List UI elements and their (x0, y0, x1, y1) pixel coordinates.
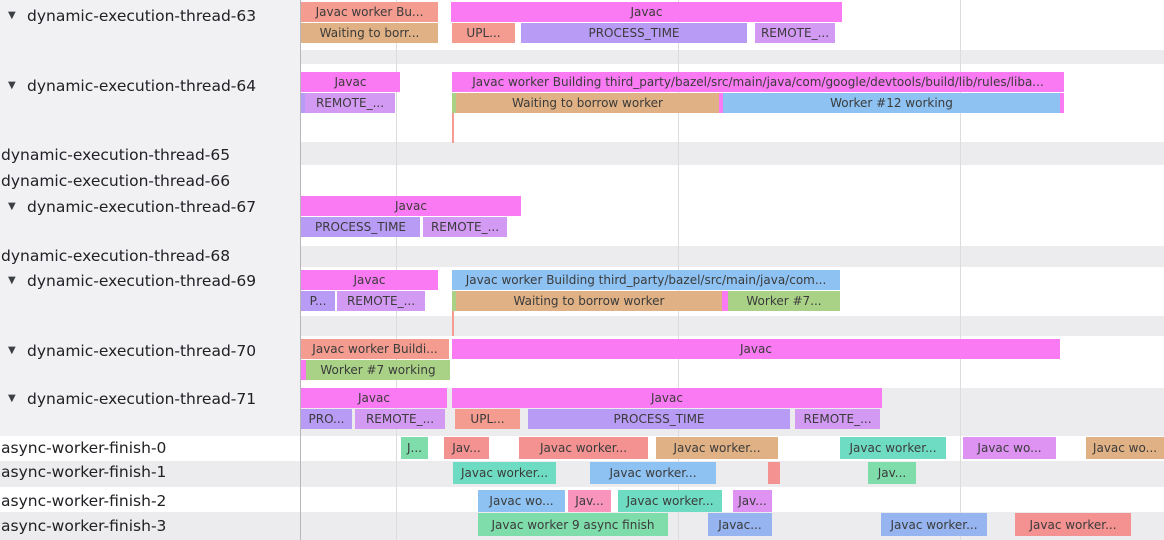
timeline-event-bar[interactable] (768, 462, 780, 484)
timeline-event-bar[interactable]: Javac worker... (519, 437, 648, 459)
thread-name: async-worker-finish-0 (1, 439, 167, 457)
timeline-event-bar[interactable]: Javac worker Building third_party/bazel/… (452, 72, 1064, 92)
timeline-event-bar[interactable] (301, 360, 306, 380)
timeline-event-bar[interactable]: PROCESS_TIME (301, 217, 420, 237)
thread-row-label[interactable]: dynamic-execution-thread-65 (0, 145, 298, 165)
timeline-event-bar[interactable]: Waiting to borrow worker (456, 291, 722, 311)
timeline-event-bar[interactable]: REMOTE_... (423, 217, 507, 237)
collapse-triangle-icon[interactable]: ▼ (8, 345, 16, 356)
row-stripe (0, 461, 1164, 487)
timeline-event-bar[interactable]: Jav... (868, 462, 916, 484)
timeline-event-bar[interactable]: Javac worker 9 async finish (478, 513, 668, 536)
timeline-event-bar[interactable]: Javac wo... (1086, 437, 1164, 459)
thread-name: dynamic-execution-thread-65 (1, 146, 231, 164)
timeline-event-bar[interactable]: Javac wo... (478, 490, 565, 512)
thread-name: dynamic-execution-thread-71 (27, 390, 257, 408)
timeline-event-bar[interactable]: Javac worker Bu... (301, 2, 438, 22)
timeline-event-bar[interactable] (719, 93, 723, 113)
timeline-event-bar[interactable]: REMOTE_... (355, 409, 445, 429)
timeline-event-bar[interactable]: Waiting to borrow worker (456, 93, 719, 113)
thread-row-label[interactable]: ▼ dynamic-execution-thread-71 (0, 389, 298, 409)
timeline-event-bar[interactable] (301, 93, 305, 113)
timeline-event-bar[interactable]: UPL... (455, 409, 520, 429)
timeline-event-bar[interactable]: REMOTE_... (337, 291, 425, 311)
timeline-event-bar[interactable]: Javac (301, 388, 447, 408)
timeline-event-bar[interactable]: Javac worker Buildi... (301, 339, 449, 359)
thread-row-label[interactable]: ▼ dynamic-execution-thread-70 (0, 341, 298, 361)
timeline-event-bar[interactable]: REMOTE_... (755, 23, 835, 43)
timeline-event-bar[interactable]: Jav... (444, 437, 489, 459)
thread-name: dynamic-execution-thread-63 (27, 7, 257, 25)
timeline-event-bar[interactable]: REMOTE_... (795, 409, 880, 429)
timeline-event-bar[interactable]: Javac (452, 339, 1060, 359)
timeline-event-bar[interactable]: Javac (301, 270, 438, 290)
sidebar-panel (0, 0, 300, 436)
thread-row-label[interactable]: ▼ dynamic-execution-thread-69 (0, 271, 298, 291)
thread-row-label[interactable]: async-worker-finish-2 (0, 491, 298, 511)
thread-name: dynamic-execution-thread-70 (27, 342, 257, 360)
timeline-event-bar[interactable]: Waiting to borr... (301, 23, 438, 43)
timeline-event-bar[interactable]: Javac worker... (590, 462, 716, 484)
timeline-event-bar[interactable]: Javac worker... (1015, 513, 1131, 536)
timeline-event-bar[interactable]: Javac (301, 72, 400, 92)
timeline-event-bar[interactable] (452, 291, 456, 311)
thread-row-label[interactable]: async-worker-finish-0 (0, 438, 298, 458)
timeline-event-bar[interactable] (722, 291, 728, 311)
thread-row-label[interactable]: dynamic-execution-thread-66 (0, 171, 298, 191)
timeline-event-bar[interactable]: Javac (301, 196, 521, 216)
timeline-event-bar[interactable]: Worker #7 working (306, 360, 450, 380)
collapse-triangle-icon[interactable]: ▼ (8, 80, 16, 91)
timeline-event-bar[interactable]: Javac worker... (840, 437, 946, 459)
timeline-event-bar[interactable]: Worker #7... (728, 291, 840, 311)
timeline-event-bar[interactable]: J... (401, 437, 428, 459)
collapse-triangle-icon[interactable]: ▼ (8, 201, 16, 212)
timeline-event-bar[interactable]: Javac (452, 388, 882, 408)
collapse-triangle-icon[interactable]: ▼ (8, 275, 16, 286)
timeline-event-bar[interactable]: Javac wo... (963, 437, 1056, 459)
timeline-event-bar[interactable]: Javac worker... (453, 462, 556, 484)
timeline-event-bar[interactable] (452, 93, 456, 113)
timeline-event-bar[interactable]: Jav... (733, 490, 772, 512)
timeline-event-bar[interactable]: Javac worker... (656, 437, 778, 459)
thread-row-label[interactable]: ▼ dynamic-execution-thread-63 (0, 6, 298, 26)
timeline-event-bar[interactable]: Jav... (568, 490, 611, 512)
timeline-event-bar[interactable]: PROCESS_TIME (528, 409, 790, 429)
sidebar-border (300, 0, 301, 540)
timeline-event-bar[interactable]: Javac worker... (881, 513, 987, 536)
timeline-event-bar[interactable]: Javac worker... (618, 490, 722, 512)
instant-event-tick (452, 311, 454, 336)
thread-name: dynamic-execution-thread-69 (27, 272, 257, 290)
timeline-event-bar[interactable]: Javac (451, 2, 842, 22)
timeline-event-bar[interactable]: P... (301, 291, 335, 311)
timeline-event-bar[interactable]: Javac... (708, 513, 772, 536)
thread-name: dynamic-execution-thread-67 (27, 198, 257, 216)
timeline-event-bar[interactable]: PRO... (301, 409, 352, 429)
thread-row-label[interactable]: dynamic-execution-thread-68 (0, 246, 298, 266)
thread-row-label[interactable]: async-worker-finish-3 (0, 516, 298, 536)
thread-name: dynamic-execution-thread-66 (1, 172, 231, 190)
thread-name: async-worker-finish-3 (1, 517, 167, 535)
instant-event-tick (452, 113, 454, 143)
thread-row-label[interactable]: ▼ dynamic-execution-thread-67 (0, 197, 298, 217)
timeline-event-bar[interactable] (1060, 93, 1064, 113)
timeline-event-bar[interactable]: REMOTE_... (305, 93, 395, 113)
thread-name: async-worker-finish-1 (1, 463, 167, 481)
thread-row-label[interactable]: async-worker-finish-1 (0, 462, 298, 482)
thread-name: async-worker-finish-2 (1, 492, 167, 510)
time-gridline (960, 0, 961, 540)
thread-name: dynamic-execution-thread-68 (1, 247, 231, 265)
timeline-event-bar[interactable]: UPL... (452, 23, 515, 43)
thread-row-label[interactable]: ▼ dynamic-execution-thread-64 (0, 76, 298, 96)
collapse-triangle-icon[interactable]: ▼ (8, 10, 16, 21)
timeline-event-bar[interactable]: PROCESS_TIME (521, 23, 747, 43)
timeline-event-bar[interactable]: Worker #12 working (723, 93, 1060, 113)
thread-name: dynamic-execution-thread-64 (27, 77, 257, 95)
timeline-event-bar[interactable]: Javac worker Building third_party/bazel/… (452, 270, 840, 290)
collapse-triangle-icon[interactable]: ▼ (8, 393, 16, 404)
